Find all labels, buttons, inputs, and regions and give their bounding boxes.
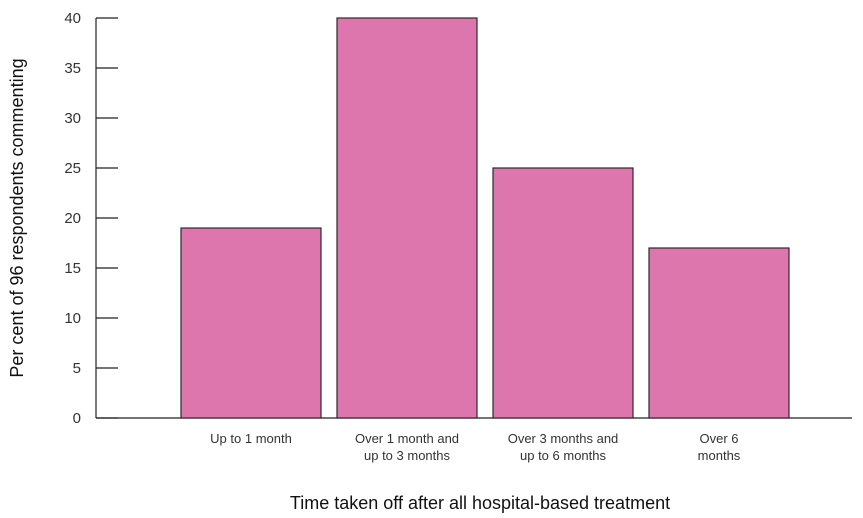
y-tick-label: 25 <box>64 160 81 177</box>
y-tick-label: 5 <box>73 360 81 377</box>
y-tick-label: 30 <box>64 110 81 127</box>
x-axis-title: Time taken off after all hospital-based … <box>290 493 670 513</box>
bars <box>180 17 790 419</box>
y-axis-title: Per cent of 96 respondents commenting <box>7 58 27 377</box>
y-tick-label: 20 <box>64 210 81 227</box>
category-label: Over 3 months and up to 6 months <box>508 431 619 463</box>
y-tick-label: 15 <box>64 260 81 277</box>
category-label: Over 1 month and up to 3 months <box>355 431 459 463</box>
bar <box>648 247 790 419</box>
y-tick-label: 10 <box>64 310 81 327</box>
bar <box>492 167 634 419</box>
bar <box>180 227 322 419</box>
category-label: Up to 1 month <box>210 431 292 446</box>
y-tick-label: 40 <box>64 10 81 27</box>
y-tick-label: 0 <box>73 410 81 427</box>
bar <box>336 17 478 419</box>
y-tick-label: 35 <box>64 60 81 77</box>
y-axis: 0 5 10 15 20 25 30 35 40 <box>64 10 118 427</box>
category-label: Over 6 months <box>698 431 741 463</box>
category-labels: Up to 1 month Over 1 month and up to 3 mon… <box>210 431 741 463</box>
